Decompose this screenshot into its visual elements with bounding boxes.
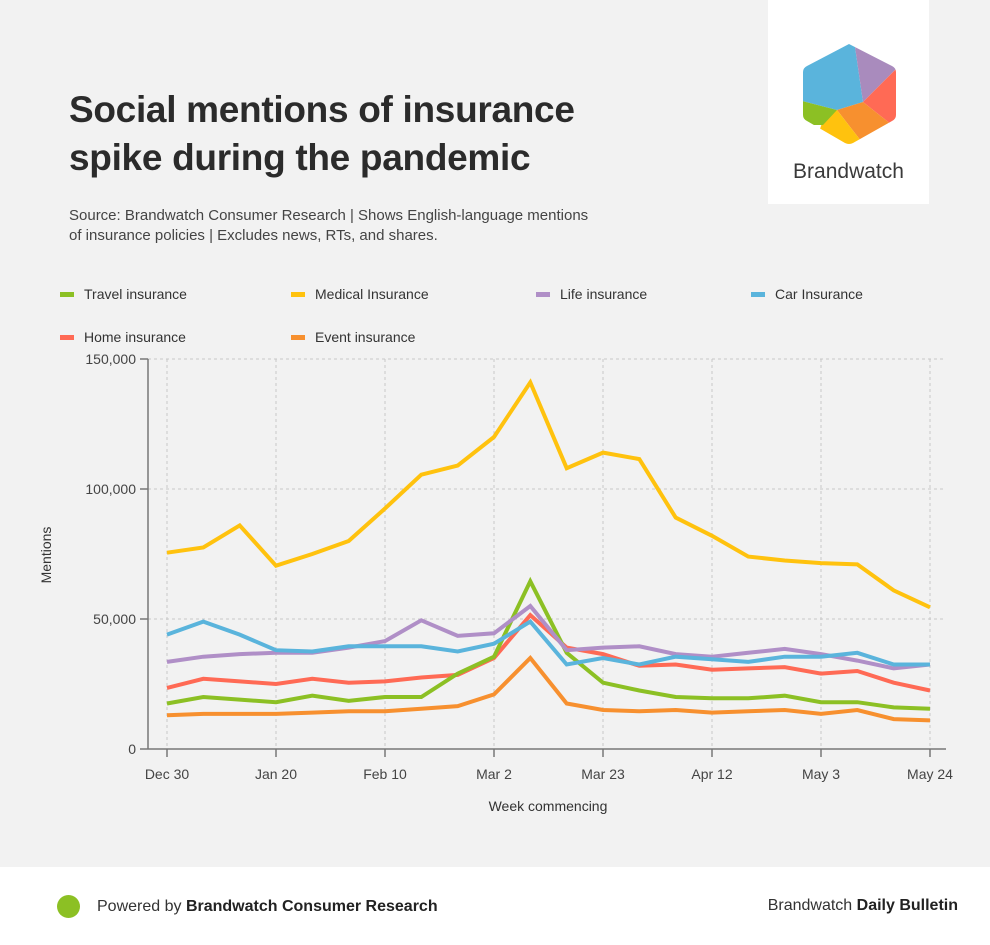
series-line-home-insurance[interactable]	[166, 612, 931, 693]
legend-label: Life insurance	[560, 286, 648, 302]
y-tick-label: 150,000	[85, 351, 136, 367]
legend-label: Medical Insurance	[315, 286, 429, 302]
logo-slice-green	[803, 100, 837, 125]
series-line-car-insurance[interactable]	[166, 619, 930, 667]
legend-swatch	[291, 334, 305, 340]
powered-by-brand: Brandwatch Consumer Research	[185, 898, 438, 915]
legend-label: Home insurance	[84, 329, 186, 345]
y-tick-label: 0	[128, 741, 136, 757]
legend-item[interactable]: Home insurance	[60, 329, 186, 345]
logo-hexagon-icon	[803, 44, 896, 144]
bulletin-brand: Daily Bulletin	[856, 897, 958, 914]
legend-swatch	[291, 291, 305, 297]
legend-swatch	[536, 291, 550, 297]
legend-label: Travel insurance	[84, 286, 187, 302]
powered-by-prefix: Powered by	[97, 898, 182, 915]
legend-item[interactable]: Event insurance	[291, 329, 415, 345]
legend-label: Car Insurance	[775, 286, 863, 302]
x-tick-label: Dec 30	[145, 766, 190, 782]
bulletin-prefix: Brandwatch	[767, 897, 853, 914]
x-tick-label: May 3	[802, 766, 840, 782]
x-axis-label: Week commencing	[489, 798, 608, 814]
chart-subtitle: Source: Brandwatch Consumer Research | S…	[69, 207, 589, 244]
x-tick-label: May 24	[907, 766, 953, 782]
x-tick-label: Mar 23	[581, 766, 625, 782]
legend-swatch	[751, 291, 765, 297]
line-chart: 0 50,000 100,000 150,000 Dec 30 Jan 20 Feb 10 M…	[38, 351, 953, 814]
brandwatch-logo: Brandwatch	[768, 0, 929, 204]
x-tick-label: Jan 20	[255, 766, 297, 782]
legend-label: Event insurance	[315, 329, 416, 345]
legend-item[interactable]: Medical Insurance	[291, 286, 429, 302]
legend-swatch	[60, 334, 74, 340]
powered-by: Powered by Brandwatch Consumer Research	[97, 898, 438, 916]
chart-title: Social mentions of insurance spike durin…	[69, 89, 575, 178]
logo-text: Brandwatch	[793, 160, 904, 183]
x-tick-label: Mar 2	[476, 766, 512, 782]
footer: Powered by Brandwatch Consumer Research …	[0, 867, 990, 945]
y-tick-label: 50,000	[93, 611, 136, 627]
legend-item[interactable]: Car Insurance	[751, 286, 863, 302]
y-axis-label: Mentions	[38, 527, 54, 584]
series-line-travel-insurance[interactable]	[166, 576, 931, 711]
legend: Travel insurance Medical Insurance Life in…	[0, 280, 990, 350]
legend-item[interactable]: Life insurance	[536, 286, 647, 302]
series-line-medical-insurance[interactable]	[166, 378, 931, 610]
x-tick-label: Apr 12	[691, 766, 732, 782]
x-tick-label: Feb 10	[363, 766, 407, 782]
brand-dot-icon	[57, 895, 80, 918]
daily-bulletin-credit: Brandwatch Daily Bulletin	[768, 897, 958, 915]
legend-swatch	[60, 291, 74, 297]
y-tick-label: 100,000	[85, 481, 136, 497]
legend-item[interactable]: Travel insurance	[60, 286, 187, 302]
logo-slice-red	[863, 62, 896, 140]
series-line-event-insurance[interactable]	[166, 655, 931, 723]
